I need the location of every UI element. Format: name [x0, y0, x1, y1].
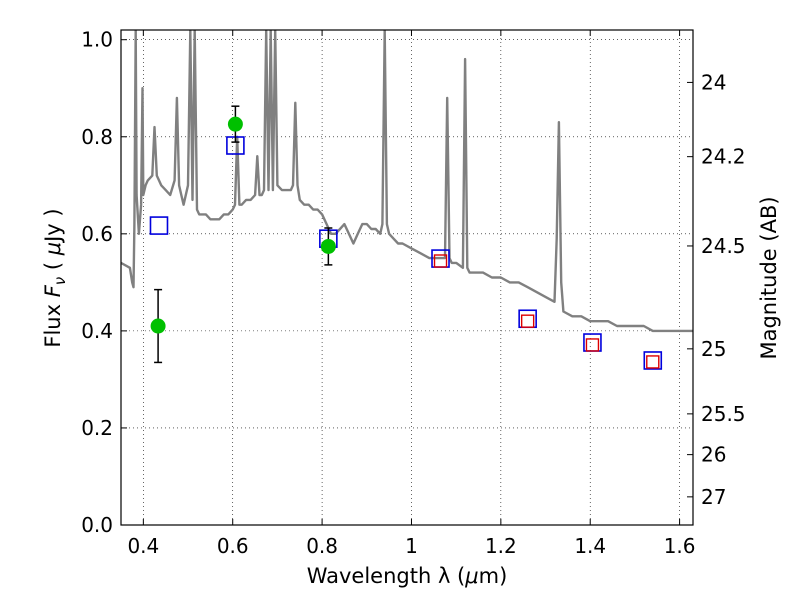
right-tick-label: 24.5	[701, 234, 746, 258]
y-axis-label-prefix: Flux	[41, 297, 65, 347]
x-tick-label: 0.8	[306, 534, 338, 558]
model-photometry-square-blue	[149, 216, 169, 235]
observed-point	[150, 318, 166, 334]
plot-frame	[120, 29, 694, 526]
right-tick-label: 24.2	[701, 145, 746, 169]
plot-area	[121, 30, 693, 333]
y-axis-label: Flux Fν ( μJy )	[41, 208, 69, 347]
data-markers	[149, 105, 663, 370]
x-axis-label-mu: μ	[464, 564, 478, 588]
y-axis-label-close: Jy )	[41, 208, 65, 244]
y-axis-label-f: F	[41, 284, 65, 297]
y-tick-label: 0.0	[81, 513, 113, 537]
x-tick-label: 1.4	[574, 534, 606, 558]
x-tick-label: 0.6	[217, 534, 249, 558]
x-axis-label: Wavelength λ (μm)	[307, 564, 508, 588]
model-photometry-square-red	[585, 338, 600, 352]
x-axis-label-prefix: Wavelength λ (	[307, 564, 466, 588]
x-tick-label: 0.4	[127, 534, 159, 558]
observed-point	[227, 116, 243, 132]
y-tick-label: 0.6	[81, 222, 113, 246]
observed-point	[320, 238, 336, 254]
right-tick-label: 25	[701, 337, 726, 361]
axis-ticks: 0.4 0.6 0.8 1 1.2 1.4 1.6 0.0 0.2 0.4 0.6 0.8 1.0 24 2…	[81, 28, 745, 558]
y-axis-label-mu: μ	[41, 242, 65, 256]
right-tick-label: 25.5	[701, 402, 746, 426]
model-photometry-square-red	[646, 355, 660, 369]
x-tick-label: 1	[405, 534, 418, 558]
y-axis-label-nu: ν	[51, 277, 69, 285]
model-photometry-square-red	[433, 254, 448, 268]
y-tick-label: 0.8	[81, 125, 113, 149]
right-tick-label: 27	[701, 485, 726, 509]
y-axis-label-open: (	[41, 255, 65, 277]
y-tick-label: 0.4	[81, 319, 113, 343]
y-tick-label: 0.2	[81, 416, 113, 440]
x-tick-label: 1.2	[485, 534, 517, 558]
right-tick-label: 26	[701, 443, 726, 467]
right-tick-label: 24	[701, 70, 726, 94]
right-axis-label: Magnitude (AB)	[757, 196, 781, 359]
model-photometry-square-blue	[643, 351, 663, 370]
model-spectrum-line	[121, 30, 693, 333]
y-tick-label: 1.0	[81, 28, 113, 52]
x-tick-label: 1.6	[664, 534, 696, 558]
model-photometry-square-red	[520, 314, 535, 328]
x-axis-label-suffix: m)	[479, 564, 508, 588]
